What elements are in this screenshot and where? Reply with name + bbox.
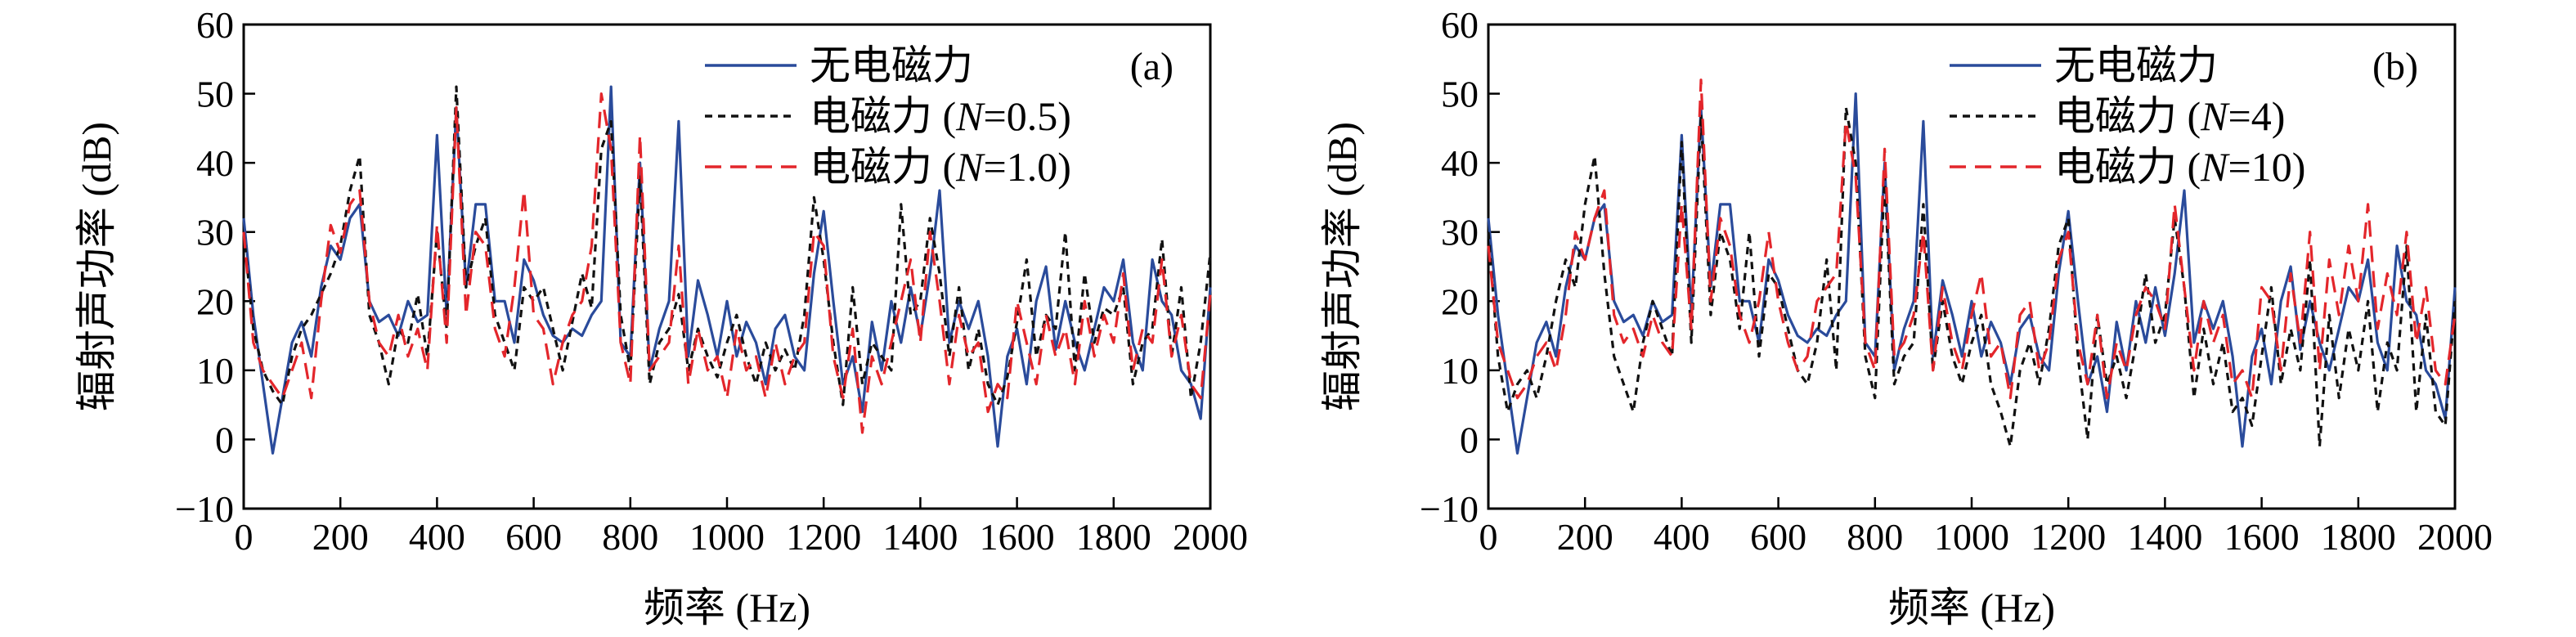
y-tick-label: 50 [196,74,234,115]
x-tick-label: 2000 [1173,516,1248,558]
series-line [242,85,1212,455]
x-tick-label: 1200 [2031,516,2106,558]
legend-label: 电磁力 (N=4) [2054,93,2285,139]
y-tick-label: 0 [215,419,234,460]
x-tick-label: 1200 [786,516,861,558]
x-tick-label: 200 [312,516,369,558]
x-tick-label: 600 [505,516,562,558]
y-tick-label: 30 [1441,212,1479,253]
y-axis-ticks: −10 0 10 20 30 40 50 60 [1420,4,1500,530]
legend-label: 电磁力 (N=10) [2054,144,2305,190]
y-tick-label: 30 [196,212,234,253]
x-tick-label: 400 [1654,516,1710,558]
series-line [242,85,1212,406]
y-tick-label: 40 [196,142,234,184]
panel-label: (b) [2372,45,2418,88]
x-axis-label: 频率 (Hz) [644,585,810,630]
x-tick-label: 1000 [689,516,765,558]
legend-label: 无电磁力 [2054,43,2218,88]
y-tick-label: 20 [1441,280,1479,322]
y-tick-label: 10 [1441,350,1479,392]
x-axis-ticks: 0 200 400 600 800 1000 1200 1400 1600 1800 2000 [235,497,1248,558]
x-axis-label: 频率 (Hz) [1888,585,2055,630]
x-tick-label: 2000 [2417,516,2493,558]
series-layer [242,85,1212,455]
panel-label: (a) [1130,45,1174,88]
x-tick-label: 1000 [1934,516,2009,558]
x-tick-label: 0 [1479,516,1498,558]
y-axis-label: 辐射声功率 (dB) [1319,122,1365,411]
series-layer [1487,79,2457,455]
y-tick-label: −10 [1420,488,1479,530]
y-tick-label: 60 [196,4,234,46]
x-tick-label: 1400 [882,516,958,558]
y-tick-label: 40 [1441,142,1479,184]
x-tick-label: 1400 [2127,516,2202,558]
y-tick-label: −10 [175,488,234,530]
x-axis-ticks: 0 200 400 600 800 1000 1200 1400 1600 1800 2000 [1479,497,2493,558]
x-tick-label: 800 [1847,516,1903,558]
x-tick-label: 1600 [2224,516,2300,558]
legend-label: 电磁力 (N=0.5) [810,93,1071,139]
y-axis-ticks: −10 0 10 20 30 40 50 60 [175,4,255,530]
x-tick-label: 200 [1557,516,1613,558]
legend-label: 电磁力 (N=1.0) [810,144,1071,190]
y-tick-label: 50 [1441,74,1479,115]
y-tick-label: 60 [1441,4,1479,46]
series-line [1487,79,2457,400]
x-tick-label: 1800 [1076,516,1151,558]
series-line [1487,92,2457,455]
x-tick-label: 1600 [980,516,1055,558]
x-tick-label: 1800 [2321,516,2396,558]
x-tick-label: 400 [409,516,465,558]
legend-label: 无电磁力 [810,43,973,88]
series-line [242,92,1212,434]
y-axis-label: 辐射声功率 (dB) [74,122,119,411]
y-tick-label: 0 [1460,419,1479,460]
x-tick-label: 0 [235,516,254,558]
y-tick-label: 10 [196,350,234,392]
y-tick-label: 20 [196,280,234,322]
series-line [1487,105,2457,448]
x-tick-label: 800 [602,516,658,558]
x-tick-label: 600 [1750,516,1806,558]
